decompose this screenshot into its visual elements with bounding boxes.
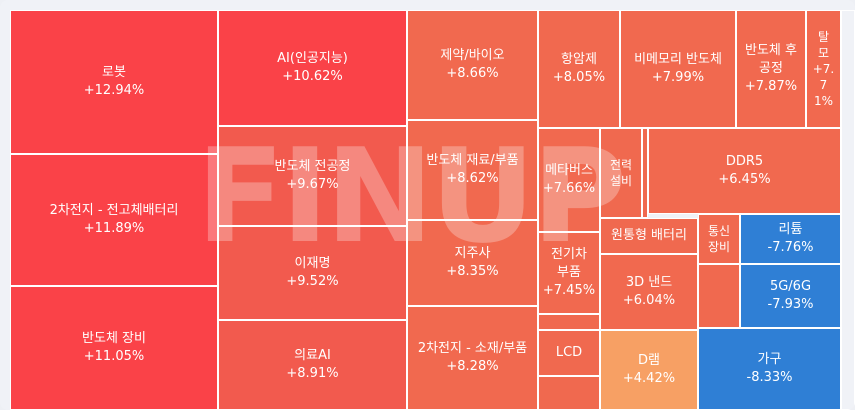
sector-change: +8.35%: [446, 264, 499, 279]
treemap-cell[interactable]: 지주사 +8.35%: [407, 220, 538, 306]
treemap-cell[interactable]: 비메모리 반도체 +7.99%: [620, 10, 736, 128]
sector-name: 의료AI: [294, 348, 331, 363]
sector-name: 리튬: [778, 222, 803, 237]
treemap-cell[interactable]: 통신 장비: [698, 214, 740, 264]
treemap-cell[interactable]: DDR5 +6.45%: [648, 128, 841, 214]
sector-change: +10.62%: [282, 69, 343, 84]
treemap-cell[interactable]: [698, 264, 740, 328]
sector-change: -7.93%: [767, 297, 814, 312]
sector-change: +7.87%: [744, 79, 798, 94]
sector-name: D램: [638, 353, 660, 368]
sector-change: +6.45%: [718, 172, 771, 187]
sector-name: 제약/바이오: [440, 48, 505, 63]
treemap-cell[interactable]: 리튬 -7.76%: [740, 214, 841, 264]
sector-name: 5G/6G: [769, 279, 812, 294]
sector-name: 로봇: [102, 65, 126, 80]
treemap-cell[interactable]: 2차전지 - 전고체배터리 +11.89%: [10, 154, 218, 286]
sector-change: +7.45%: [542, 283, 596, 298]
treemap-cell[interactable]: 로봇 +12.94%: [10, 10, 218, 154]
treemap-cell[interactable]: 원통형 배터리: [600, 218, 698, 254]
sector-change: -7.76%: [767, 240, 814, 255]
treemap-cell[interactable]: 가구 -8.33%: [698, 328, 841, 410]
sector-name: 전력 설비: [609, 158, 633, 188]
treemap-cell[interactable]: 전력 설비: [600, 128, 642, 218]
treemap-cell[interactable]: 반도체 재료/부품 +8.62%: [407, 120, 538, 220]
sector-name: 이재명: [294, 256, 331, 271]
treemap-cell[interactable]: [538, 314, 600, 330]
treemap-cell[interactable]: 의료AI +8.91%: [218, 320, 407, 410]
sector-name: 2차전지 - 소재/부품: [417, 341, 528, 356]
sector-change: +11.05%: [83, 349, 145, 364]
sector-change: +8.28%: [446, 359, 499, 374]
sector-name: 탈 모: [817, 30, 830, 60]
sector-change: +8.05%: [552, 70, 606, 85]
sector-name: 항암제: [561, 52, 597, 67]
sector-name: 원통형 배터리: [611, 228, 687, 243]
sector-change: +8.62%: [446, 171, 499, 186]
sector-change: +6.04%: [622, 293, 676, 308]
treemap-cell[interactable]: [841, 10, 855, 410]
treemap-cell[interactable]: [538, 376, 600, 410]
sector-name: 지주사: [454, 246, 491, 261]
treemap-cell[interactable]: 탈 모 +7. 7 1%: [806, 10, 841, 128]
sector-name: 반도체 전공정: [274, 159, 351, 174]
treemap-cell[interactable]: 반도체 후 공정 +7.87%: [736, 10, 806, 128]
treemap-cell[interactable]: 3D 낸드 +6.04%: [600, 254, 698, 330]
treemap-cell[interactable]: 반도체 전공정 +9.67%: [218, 126, 407, 226]
sector-name: DDR5: [725, 154, 764, 169]
treemap-cell[interactable]: 5G/6G -7.93%: [740, 264, 841, 328]
sector-change: +4.42%: [622, 371, 676, 386]
treemap-cell[interactable]: LCD: [538, 330, 600, 376]
sector-change: +7.99%: [651, 70, 705, 85]
sector-change: +11.89%: [83, 221, 145, 236]
treemap-cell[interactable]: [642, 128, 648, 218]
sector-change: +7. 7 1%: [812, 62, 835, 108]
treemap-cell[interactable]: D램 +4.42%: [600, 330, 698, 410]
treemap-cell[interactable]: 이재명 +9.52%: [218, 226, 407, 320]
sector-name: 반도체 장비: [82, 331, 146, 346]
treemap-cell[interactable]: AI(인공지능) +10.62%: [218, 10, 407, 126]
sector-name: LCD: [555, 345, 583, 360]
treemap-cell[interactable]: 제약/바이오 +8.66%: [407, 10, 538, 120]
sector-name: 2차전지 - 전고체배터리: [49, 203, 179, 218]
treemap-cell[interactable]: 메타버스 +7.66%: [538, 128, 600, 232]
sector-change: +8.91%: [286, 366, 339, 381]
sector-name: 반도체 후 공정: [745, 43, 797, 76]
sector-name: 반도체 재료/부품: [426, 153, 519, 168]
treemap-cell[interactable]: 전기차 부품 +7.45%: [538, 232, 600, 314]
sector-name: 비메모리 반도체: [634, 52, 722, 67]
treemap-cell[interactable]: 반도체 장비 +11.05%: [10, 286, 218, 410]
sector-name: 통신 장비: [707, 224, 731, 254]
sector-name: 전기차 부품: [551, 247, 587, 280]
sector-change: +9.52%: [286, 274, 339, 289]
sector-change: +7.66%: [542, 181, 596, 196]
sector-change: +9.67%: [286, 177, 339, 192]
sector-name: 3D 낸드: [625, 275, 673, 290]
treemap-cell[interactable]: 항암제 +8.05%: [538, 10, 620, 128]
sector-name: 메타버스: [545, 163, 593, 178]
sector-change: -8.33%: [746, 370, 793, 385]
sector-name: AI(인공지능): [277, 51, 348, 66]
treemap-cell[interactable]: 2차전지 - 소재/부품 +8.28%: [407, 306, 538, 410]
sector-change: +12.94%: [83, 83, 145, 98]
sector-name: 가구: [757, 352, 782, 367]
sector-change: +8.66%: [446, 66, 499, 81]
